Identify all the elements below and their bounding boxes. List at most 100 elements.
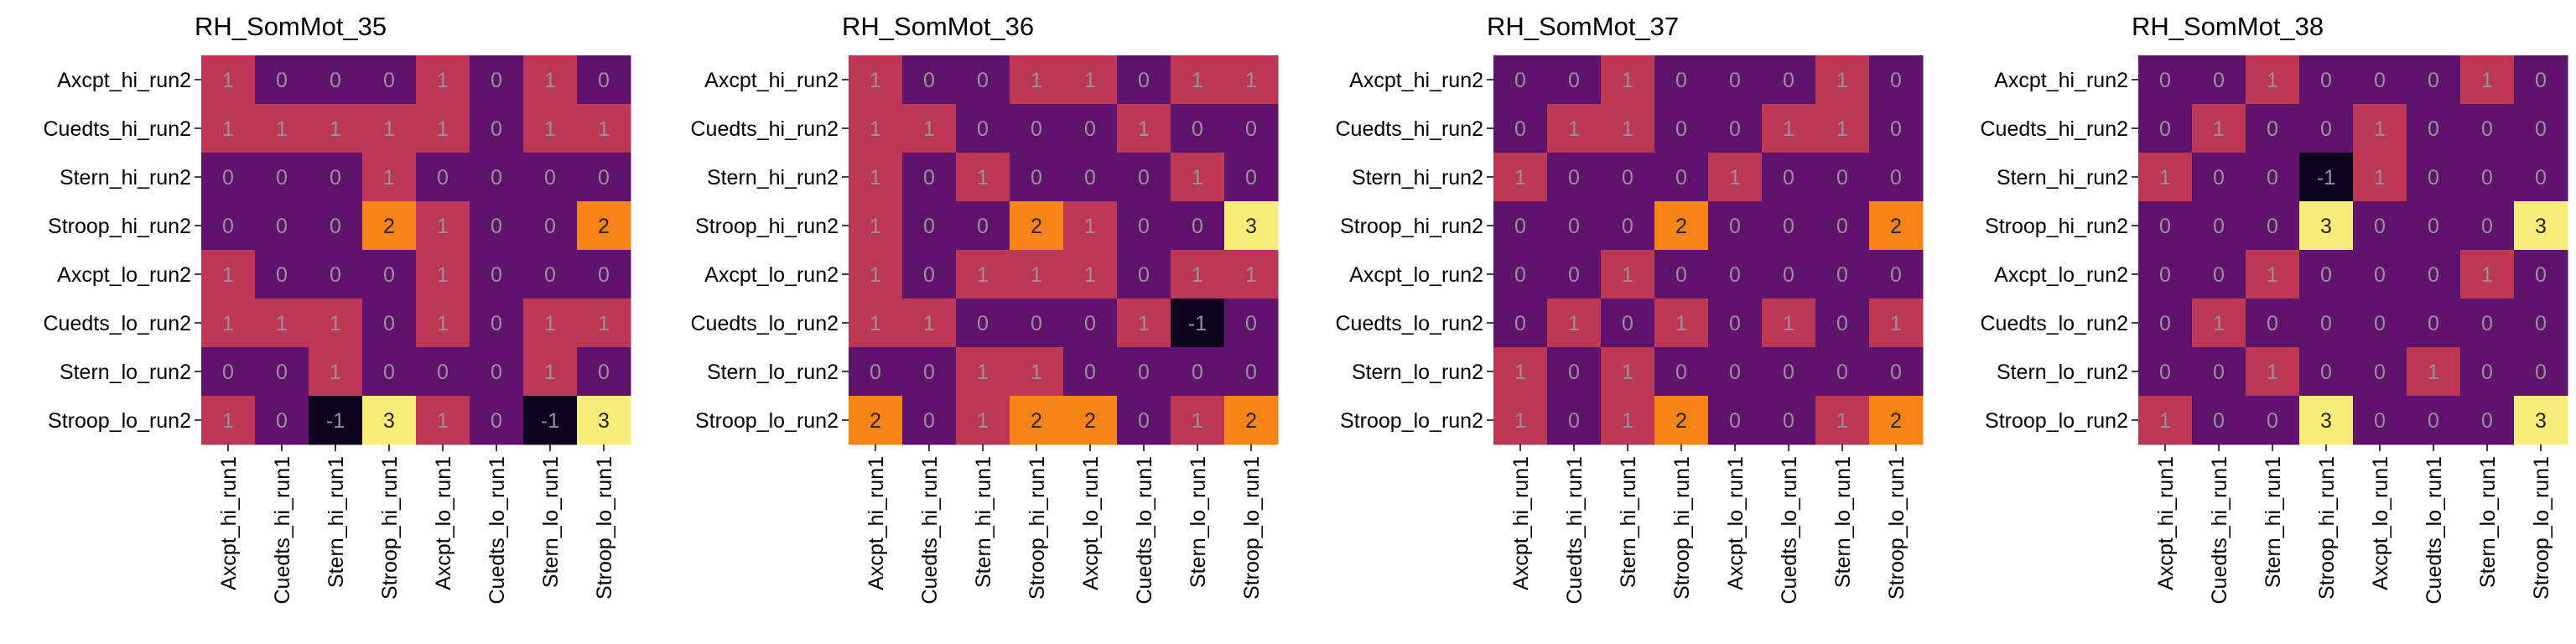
- cell-value-label: 0: [2481, 166, 2493, 190]
- heatmap-cell: [1224, 347, 1279, 397]
- heatmap-cell: [1654, 299, 1709, 348]
- row-tick-label: Cuedts_hi_run2: [1335, 117, 1483, 141]
- row-tick-label: Axcpt_lo_run2: [1349, 263, 1483, 287]
- heatmap-cell: [849, 201, 903, 251]
- cell-value-label: 0: [2428, 166, 2439, 190]
- cell-value-label: 0: [1514, 69, 1526, 92]
- cell-value-label: 0: [1138, 409, 1150, 433]
- heatmap-cell: [1117, 396, 1171, 445]
- cell-value-label: 0: [2320, 361, 2332, 384]
- cell-value-label: 0: [276, 69, 288, 92]
- row-tick-label: Stroop_hi_run2: [1985, 215, 2128, 238]
- cell-value-label: 1: [1568, 117, 1580, 141]
- heatmap-cell: [1708, 104, 1763, 153]
- cell-value-label: 0: [1084, 117, 1096, 141]
- cell-value-label: 0: [598, 69, 610, 92]
- cell-value-label: 0: [2267, 215, 2278, 238]
- cell-value-label: 0: [923, 409, 935, 433]
- col-tick-label: Stern_hi_run1: [2262, 456, 2285, 588]
- col-tick-label: Stern_lo_run1: [2476, 456, 2500, 588]
- heatmap-cell: [1869, 250, 1924, 299]
- heatmap-cell: [1010, 347, 1064, 397]
- cell-value-label: 0: [1192, 117, 1203, 141]
- cell-value-label: 0: [1622, 312, 1633, 335]
- cell-value-label: 0: [2428, 409, 2439, 433]
- col-tick-label: Cuedts_hi_run1: [1563, 456, 1587, 605]
- cell-value-label: 1: [1622, 69, 1633, 92]
- heatmap-cell: [1010, 104, 1064, 153]
- cell-value-label: 0: [544, 166, 556, 190]
- heatmap-cell: [201, 55, 256, 105]
- cell-value-label: 0: [870, 361, 881, 384]
- cell-value-label: 1: [2481, 69, 2493, 92]
- cell-value-label: 0: [437, 361, 449, 384]
- col-tick-label: Stern_hi_run1: [325, 456, 348, 588]
- cell-value-label: 0: [1783, 361, 1794, 384]
- cell-value-label: 0: [1568, 69, 1580, 92]
- cell-value-label: 0: [1675, 117, 1687, 141]
- cell-value-label: 0: [491, 117, 502, 141]
- heatmap-cell: [1224, 104, 1279, 153]
- heatmap-cell: [956, 55, 1010, 105]
- heatmap-cell: [523, 104, 578, 153]
- heatmap-cell: [1547, 396, 1602, 445]
- heatmap-cell: [416, 104, 470, 153]
- cell-value-label: 0: [1890, 69, 1902, 92]
- heatmap-cell: [1601, 104, 1655, 153]
- heatmap-cell: [2246, 347, 2300, 397]
- heatmap-cell: [1171, 104, 1225, 153]
- heatmap-cell: [1063, 250, 1118, 299]
- cell-value-label: 0: [1729, 263, 1741, 287]
- col-tick-label: Stroop_hi_run1: [2315, 456, 2339, 600]
- heatmap-cell: [2192, 104, 2246, 153]
- heatmap-cell: [956, 347, 1010, 397]
- col-tick-label: Axcpt_hi_run1: [865, 456, 888, 590]
- cell-value-label: 0: [330, 263, 341, 287]
- cell-value-label: 1: [1514, 361, 1526, 384]
- col-tick-label: Axcpt_hi_run1: [217, 456, 241, 590]
- cell-value-label: 0: [1890, 263, 1902, 287]
- col-tick-label: Stern_lo_run1: [1187, 456, 1210, 588]
- heatmap-cell: [1601, 250, 1655, 299]
- heatmap-cell: [1224, 250, 1279, 299]
- heatmap-cell: [2407, 55, 2461, 105]
- heatmap-cell: [309, 201, 363, 251]
- heatmap-cell: [2246, 104, 2300, 153]
- heatmap-cell: [902, 153, 957, 202]
- heatmap-cell: [2192, 55, 2246, 105]
- col-tick-label: Axcpt_lo_run1: [432, 456, 455, 590]
- cell-value-label: 0: [1514, 215, 1526, 238]
- cell-value-label: 1: [2267, 263, 2278, 287]
- heatmap-svg: RH_SomMot_35 1 0 0 0 1 0 1 0 1 1 1 1 1 0 1 1 0 0 0 1 0 0 0 0 0 0 0 2…: [43, 12, 631, 605]
- cell-value-label: 0: [2159, 215, 2171, 238]
- cell-value-label: 1: [977, 166, 989, 190]
- cell-value-label: 0: [1192, 361, 1203, 384]
- heatmap-cell: [956, 396, 1010, 445]
- cell-value-label: 0: [2535, 263, 2547, 287]
- heatmap-cell: [2353, 347, 2407, 397]
- cell-value-label: 0: [544, 215, 556, 238]
- col-tick-label: Cuedts_hi_run1: [918, 456, 942, 605]
- cell-value-label: 0: [1568, 409, 1580, 433]
- row-tick-label: Stroop_lo_run2: [1340, 409, 1483, 433]
- heatmap-cell: [1547, 299, 1602, 348]
- heatmap-svg: RH_SomMot_37 0 0 1 0 0 0 1 0 0 1 1 0 0 1 1 0 1 0 0 0 1 0 0 0 0 0 0 2…: [1335, 12, 1924, 605]
- cell-value-label: 0: [2428, 69, 2439, 92]
- cell-value-label: 1: [1675, 312, 1687, 335]
- cell-value-label: 0: [491, 166, 502, 190]
- heatmap-cell: [2299, 396, 2354, 445]
- cell-value-label: 1: [2267, 69, 2278, 92]
- heatmap-cell: [2514, 201, 2568, 251]
- cell-value-label: 1: [1245, 69, 1257, 92]
- heatmap-cell: [1063, 153, 1118, 202]
- heatmap-cell: [255, 104, 309, 153]
- heatmap-cell: [470, 104, 524, 153]
- heatmap-cell: [1493, 250, 1548, 299]
- col-tick-label: Stern_hi_run1: [1617, 456, 1640, 588]
- cell-value-label: 1: [1568, 312, 1580, 335]
- heatmap-cell: [577, 153, 631, 202]
- cell-value-label: 1: [923, 117, 935, 141]
- heatmap-panel: RH_SomMot_38 0 0 1 0 0 0 1 0 0 1 0 0 1 0 0 0 1 0 0 -1 1 0 0 0 0 0 0…: [1937, 0, 2576, 644]
- cell-value-label: 3: [2320, 409, 2332, 433]
